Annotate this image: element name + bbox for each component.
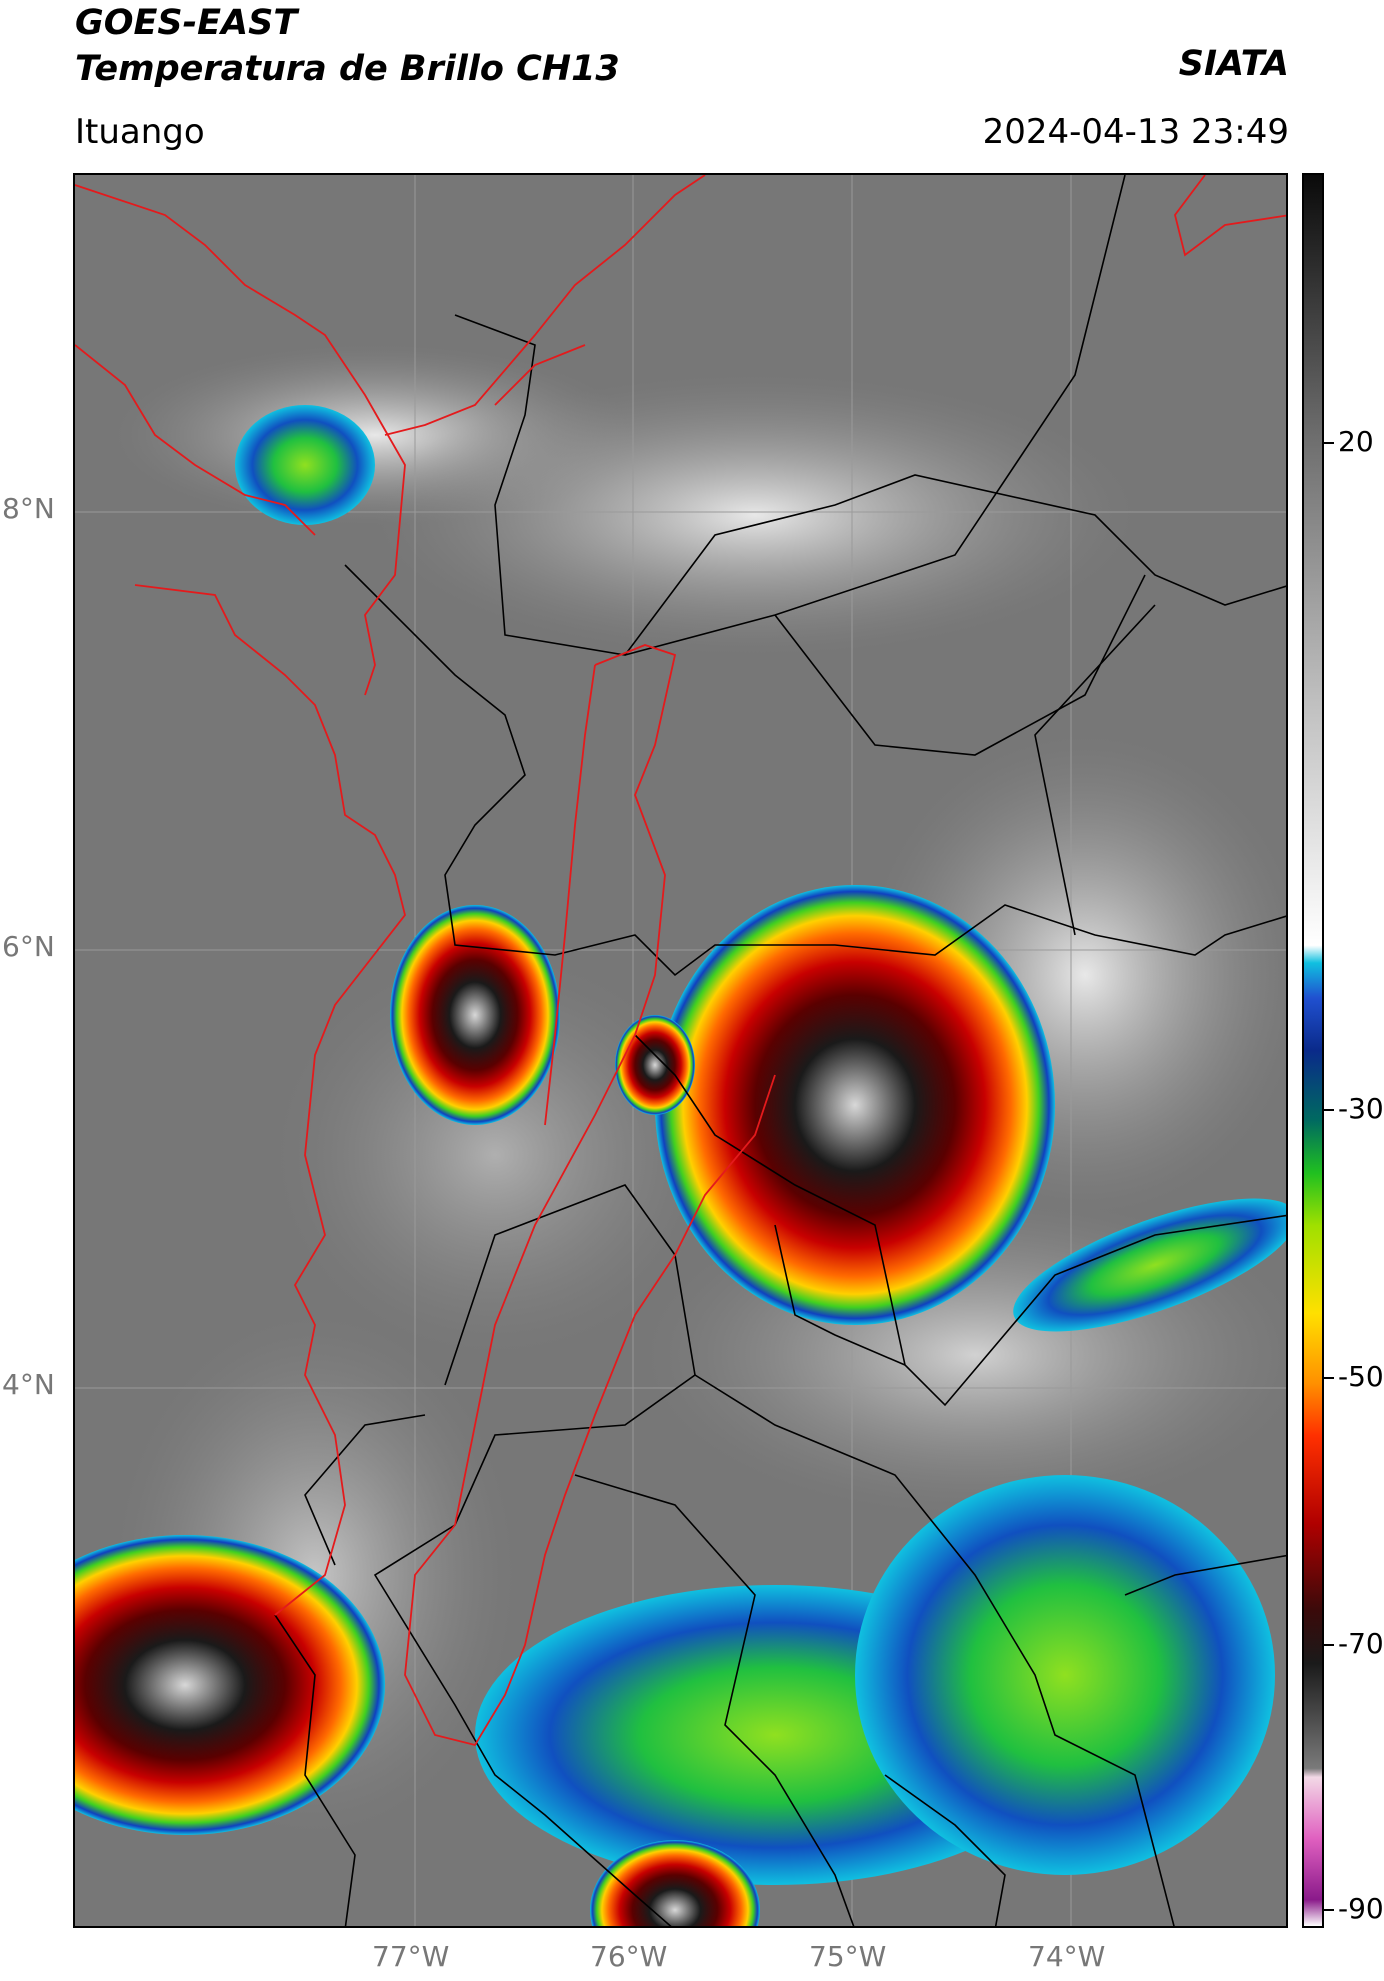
colorbar-tick-label: 20: [1338, 425, 1374, 458]
colorbar-tick-label: -90: [1338, 1892, 1384, 1925]
colorbar-gradient: [1304, 175, 1322, 1926]
lon-label-77w: 77°W: [372, 1940, 450, 1973]
satellite-map: [73, 173, 1288, 1928]
colorbar-tick-minus90: -90: [1324, 1892, 1384, 1925]
lat-label-4n: 4°N: [2, 1368, 55, 1401]
product-title: Temperatura de Brillo CH13: [75, 49, 620, 89]
lat-label-8n: 8°N: [2, 492, 55, 525]
colorbar-tick-label: -30: [1338, 1092, 1384, 1125]
location-label: Ituango: [75, 112, 205, 152]
lon-label-75w: 75°W: [809, 1940, 887, 1973]
colorbar-tick-minus50: -50: [1324, 1360, 1384, 1393]
colorbar-tick-minus70: -70: [1324, 1627, 1384, 1660]
lon-label-76w: 76°W: [590, 1940, 668, 1973]
colorbar-tick-label: -50: [1338, 1360, 1384, 1393]
agency-label: SIATA: [1178, 44, 1289, 84]
colorbar: [1302, 173, 1324, 1928]
datetime-label: 2024-04-13 23:49: [982, 112, 1289, 152]
satellite-title: GOES-EAST: [75, 3, 298, 43]
colorbar-tick-label: -70: [1338, 1627, 1384, 1660]
colorbar-tick-20: 20: [1324, 425, 1374, 458]
title-block: GOES-EAST Temperatura de Brillo CH13: [75, 0, 620, 92]
lat-label-6n: 6°N: [2, 930, 55, 963]
lon-label-74w: 74°W: [1028, 1940, 1106, 1973]
colorbar-tick-minus30: -30: [1324, 1092, 1384, 1125]
map-image: [75, 175, 1286, 1926]
